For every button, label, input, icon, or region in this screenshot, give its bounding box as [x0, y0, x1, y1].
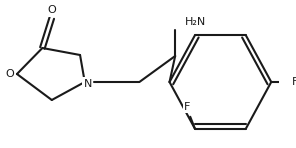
Text: F: F	[184, 102, 191, 112]
Text: N: N	[83, 79, 92, 89]
Text: F: F	[292, 77, 296, 87]
Text: H₂N: H₂N	[185, 17, 206, 27]
Text: O: O	[5, 69, 14, 79]
Text: O: O	[47, 5, 56, 15]
